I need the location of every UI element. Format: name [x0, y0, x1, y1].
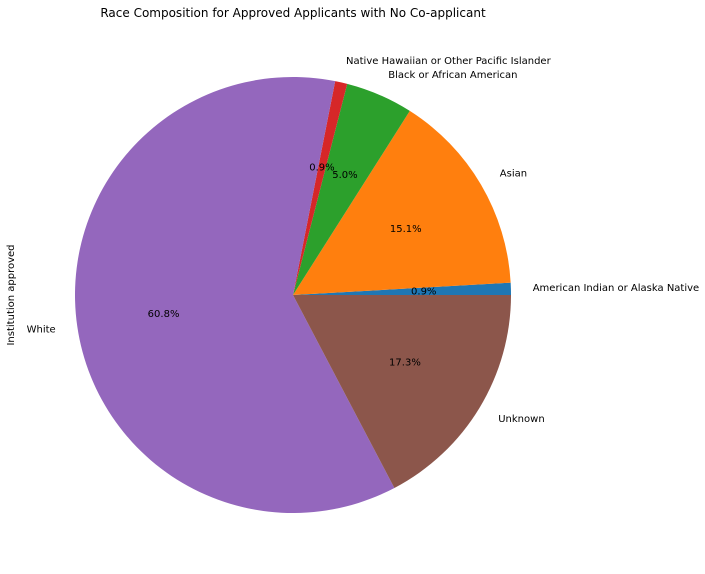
pie-labels: American Indian or Alaska Native 0.9% Asia…: [27, 56, 700, 425]
percent-label-american-indian-or-alaska-native: 0.9%: [411, 286, 436, 297]
y-axis-label: Institution approved: [6, 244, 17, 345]
category-label-american-indian-or-alaska-native: American Indian or Alaska Native: [533, 283, 700, 294]
slice-unknown: [293, 295, 511, 488]
category-label-white: White: [27, 325, 56, 336]
percent-label-black-or-african-american: 5.0%: [332, 170, 357, 181]
pie-slices: [74, 77, 511, 513]
category-label-black-or-african-american: Black or African American: [388, 70, 517, 81]
slice-black-or-african-american: [293, 83, 410, 295]
percent-label-unknown: 17.3%: [389, 358, 421, 369]
category-label-unknown: Unknown: [498, 414, 544, 425]
slice-white: [74, 77, 395, 513]
slice-asian: [293, 110, 511, 295]
percent-label-white: 60.8%: [148, 309, 180, 320]
category-label-native-hawaiian-or-other-pacific-islander: Native Hawaiian or Other Pacific Islande…: [346, 56, 552, 67]
chart-title: Race Composition for Approved Applicants…: [100, 6, 486, 20]
slice-american-indian-or-alaska-native: [293, 282, 511, 295]
slice-native-hawaiian-or-other-pacific-islander: [293, 81, 348, 295]
percent-label-asian: 15.1%: [390, 224, 422, 235]
percent-label-native-hawaiian-or-other-pacific-islander: 0.9%: [309, 162, 334, 173]
category-label-asian: Asian: [500, 169, 527, 180]
